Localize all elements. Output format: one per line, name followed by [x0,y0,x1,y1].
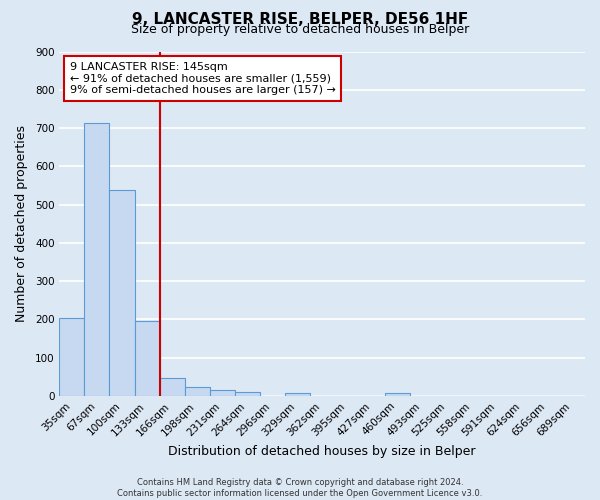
Bar [85,122,109,396]
Bar [185,388,209,396]
Bar [59,318,85,396]
Bar [109,190,134,396]
Text: Size of property relative to detached houses in Belper: Size of property relative to detached ho… [131,22,469,36]
X-axis label: Distribution of detached houses by size in Belper: Distribution of detached houses by size … [169,444,476,458]
Text: 9, LANCASTER RISE, BELPER, DE56 1HF: 9, LANCASTER RISE, BELPER, DE56 1HF [132,12,468,26]
Text: Contains HM Land Registry data © Crown copyright and database right 2024.
Contai: Contains HM Land Registry data © Crown c… [118,478,482,498]
Bar [385,393,410,396]
Bar [284,393,310,396]
Bar [134,321,160,396]
Text: 9 LANCASTER RISE: 145sqm
← 91% of detached houses are smaller (1,559)
9% of semi: 9 LANCASTER RISE: 145sqm ← 91% of detach… [70,62,336,95]
Bar [209,390,235,396]
Bar [160,378,185,396]
Bar [235,392,260,396]
Y-axis label: Number of detached properties: Number of detached properties [15,125,28,322]
